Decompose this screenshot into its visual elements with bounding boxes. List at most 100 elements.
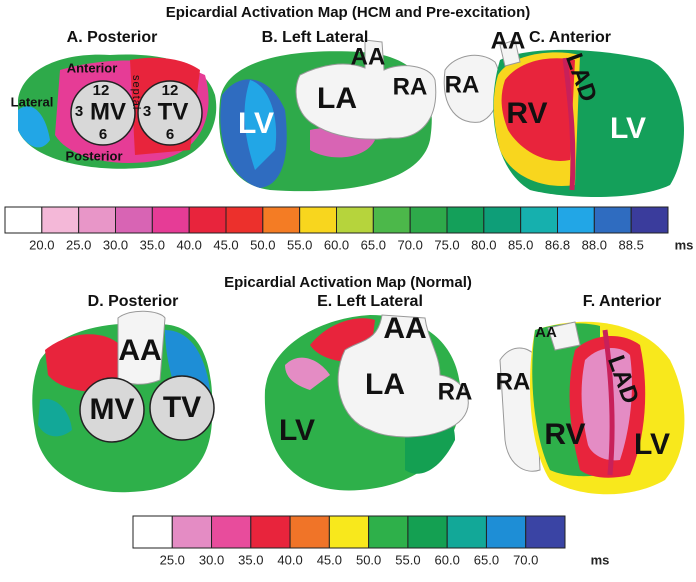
color-swatch xyxy=(328,515,370,549)
color-swatch xyxy=(446,515,487,549)
colorbar-tick-label: 40.0 xyxy=(277,552,302,567)
color-swatch xyxy=(289,515,330,549)
colorbar-tick-label: 20.0 xyxy=(29,237,54,252)
activation-region xyxy=(501,58,575,161)
color-swatch xyxy=(372,206,411,234)
view-label: D. Posterior xyxy=(88,293,179,310)
activation-region xyxy=(45,334,120,392)
region-label: Anterior xyxy=(67,60,118,75)
chamber-label: LA xyxy=(317,82,357,115)
view-label: B. Left Lateral xyxy=(262,29,369,46)
colorbar-tick-label: 88.5 xyxy=(619,237,644,252)
chamber-label: AA xyxy=(491,27,526,54)
clock-label: 12 xyxy=(162,82,179,99)
colorbar-tick-label: 50.0 xyxy=(250,237,275,252)
color-swatch xyxy=(520,206,559,234)
chamber-label: LA xyxy=(365,368,405,401)
colorbar-tick-label: 70.0 xyxy=(513,552,538,567)
color-swatch xyxy=(409,206,448,234)
clock-label: 3 xyxy=(143,103,151,120)
colorbar-tick-label: 25.0 xyxy=(160,552,185,567)
activation-region xyxy=(18,106,50,148)
colorbar-tick-label: 60.0 xyxy=(435,552,460,567)
color-swatch xyxy=(151,206,190,234)
view-label: F. Anterior xyxy=(583,293,662,310)
valve-label: TV xyxy=(158,98,189,125)
chamber-label: LV xyxy=(238,107,274,140)
atria xyxy=(337,314,469,438)
color-swatch xyxy=(593,206,632,234)
valve-label: MV xyxy=(90,393,135,426)
chamber-label: RV xyxy=(506,97,547,130)
color-swatch xyxy=(41,206,80,234)
clock-label: 3 xyxy=(75,103,83,120)
aorta xyxy=(499,39,521,67)
color-swatch xyxy=(446,206,485,234)
chamber-label: RA xyxy=(438,378,473,405)
chamber-label: AA xyxy=(351,43,386,70)
color-swatch xyxy=(368,515,409,549)
colorbar-tick-label: 55.0 xyxy=(287,237,312,252)
colorbar-tick-label: 65.0 xyxy=(474,552,499,567)
activation-region xyxy=(244,80,277,170)
view-label: C. Anterior xyxy=(529,29,611,46)
valve-label: MV xyxy=(90,98,126,125)
color-swatch xyxy=(336,206,374,234)
colorbar-tick-label: 86.8 xyxy=(545,237,570,252)
lad-artery xyxy=(602,329,615,476)
color-swatch xyxy=(250,515,291,549)
clock-label: 12 xyxy=(93,82,110,99)
colorbar-unit: ms xyxy=(591,552,610,567)
activation-region xyxy=(285,357,330,390)
color-swatch xyxy=(171,515,213,549)
lad-artery xyxy=(562,57,576,191)
aorta xyxy=(547,321,581,351)
chamber-label: RA xyxy=(393,73,428,100)
colorbar-tick-label: 35.0 xyxy=(238,552,263,567)
color-swatch xyxy=(407,515,448,549)
colorbar-tick-label: 35.0 xyxy=(140,237,165,252)
colorbar-tick-label: 70.0 xyxy=(398,237,423,252)
panel-title: Epicardial Activation Map (HCM and Pre-e… xyxy=(166,4,531,21)
panel-title: Epicardial Activation Map (Normal) xyxy=(224,274,472,291)
colorbar-unit: ms xyxy=(675,237,694,252)
color-swatch xyxy=(115,206,153,234)
colorbar-tick-label: 30.0 xyxy=(103,237,128,252)
colorbar-tick-label: 40.0 xyxy=(177,237,202,252)
activation-region xyxy=(38,399,72,437)
atria xyxy=(295,39,437,140)
view-label: A. Posterior xyxy=(67,29,158,46)
color-swatch xyxy=(225,206,264,234)
colorbar-tick-label: 25.0 xyxy=(66,237,91,252)
chamber-label: LV xyxy=(610,112,646,145)
color-swatch xyxy=(78,206,116,234)
valve-mv xyxy=(79,377,145,443)
view-label: E. Left Lateral xyxy=(317,293,423,310)
valve-tv xyxy=(149,375,215,441)
colorbar-tick-label: 30.0 xyxy=(199,552,224,567)
chamber-label: AA xyxy=(535,324,557,341)
colorbar-tick-label: 75.0 xyxy=(434,237,459,252)
color-swatch xyxy=(262,206,301,234)
chamber-label: AA xyxy=(118,334,161,367)
atria xyxy=(499,347,541,472)
color-swatch xyxy=(4,206,43,234)
valve-mv xyxy=(70,80,136,146)
color-swatch xyxy=(299,206,337,234)
clock-label: 6 xyxy=(166,126,174,143)
chamber-label: LV xyxy=(634,428,670,461)
chamber-label: RA xyxy=(496,368,531,395)
color-swatch xyxy=(132,515,173,549)
color-swatch xyxy=(557,206,595,234)
clock-label: 6 xyxy=(99,126,107,143)
colorbar-tick-label: 55.0 xyxy=(395,552,420,567)
color-swatch xyxy=(188,206,227,234)
region-label: Lateral xyxy=(11,94,54,109)
chamber-label: LV xyxy=(279,414,315,447)
color-swatch xyxy=(630,206,669,234)
valve-label: TV xyxy=(163,391,201,424)
color-swatch xyxy=(525,515,566,549)
colorbar-tick-label: 50.0 xyxy=(356,552,381,567)
colorbar-tick-label: 80.0 xyxy=(471,237,496,252)
